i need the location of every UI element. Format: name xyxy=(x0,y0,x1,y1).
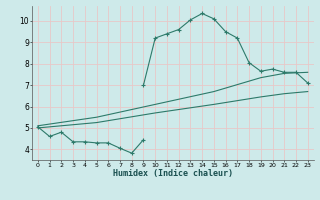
X-axis label: Humidex (Indice chaleur): Humidex (Indice chaleur) xyxy=(113,169,233,178)
